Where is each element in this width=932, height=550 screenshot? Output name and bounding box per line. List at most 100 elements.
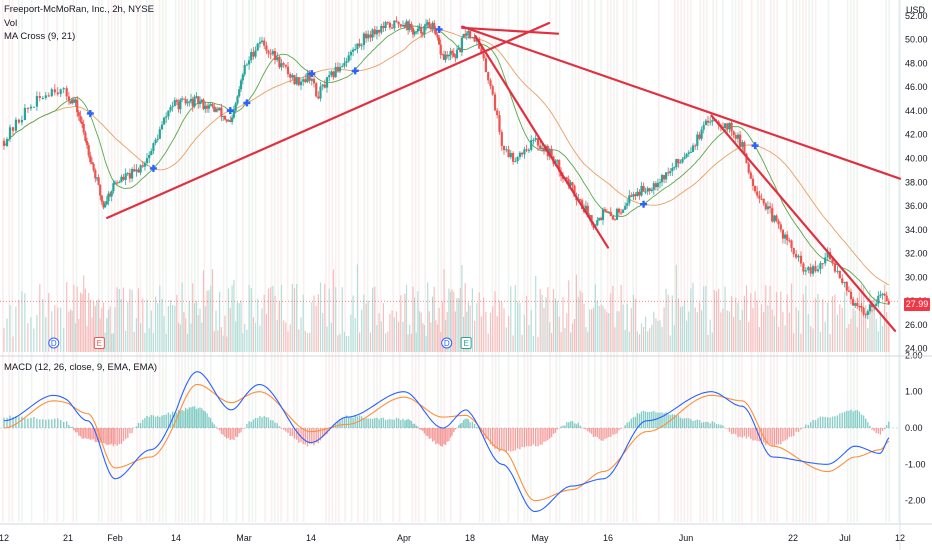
candle-body (461, 38, 463, 52)
candle-body (886, 296, 888, 302)
histogram-bar (412, 424, 413, 428)
volume-bar (151, 311, 152, 353)
candle-body (634, 194, 636, 196)
histogram-bar (737, 428, 738, 437)
volume-bar (30, 317, 31, 352)
volume-bar (24, 293, 25, 352)
volume-bar (535, 276, 536, 352)
histogram-bar (604, 428, 605, 439)
histogram-bar (385, 420, 386, 428)
histogram-bar (212, 422, 213, 428)
session-stripe (687, 0, 689, 522)
candle-body (270, 53, 272, 54)
candle-body (530, 140, 532, 150)
candle-body (614, 219, 616, 220)
candle-body (786, 235, 788, 241)
volume-bar (333, 270, 334, 352)
volume-bar (612, 286, 613, 352)
session-stripe (594, 0, 596, 522)
volume-bar (21, 291, 22, 352)
candle-body (89, 155, 91, 162)
histogram-bar (551, 428, 552, 437)
volume-bar (335, 287, 336, 352)
price-tick-label: 36.00 (905, 201, 928, 211)
histogram-bar (129, 428, 130, 433)
candle-body (810, 267, 812, 274)
ma-cross-icon (227, 107, 234, 114)
histogram-bar (448, 428, 449, 441)
session-stripe (898, 0, 900, 522)
candle-body (293, 75, 295, 84)
volume-bar (888, 322, 889, 352)
volume-bar (716, 291, 717, 352)
histogram-bar (714, 422, 715, 428)
histogram-bar (274, 423, 275, 428)
candle-body (220, 108, 222, 117)
volume-bar (748, 322, 749, 352)
histogram-bar (699, 420, 700, 428)
volume-bar (787, 294, 788, 352)
histogram-bar (51, 419, 52, 428)
candle-body (756, 191, 758, 195)
histogram-bar (735, 428, 736, 434)
candle-body (144, 163, 146, 167)
histogram-bar (144, 418, 145, 428)
histogram-bar (774, 428, 775, 446)
volume-bar (300, 317, 301, 352)
volume-bar (664, 307, 665, 352)
volume-bar (283, 320, 284, 352)
candle-body (302, 79, 304, 81)
histogram-bar (800, 428, 801, 430)
candle-body (94, 170, 96, 178)
histogram-bar (430, 428, 431, 438)
candle-body (466, 33, 468, 35)
histogram-bar (695, 420, 696, 428)
volume-bar (424, 325, 425, 352)
volume-bar (793, 333, 794, 352)
candle-body (250, 52, 252, 60)
volume-bar (522, 335, 523, 352)
candle-body (208, 105, 210, 108)
candle-body (760, 199, 762, 200)
candle-body (867, 311, 869, 315)
session-stripe (690, 0, 692, 522)
volume-bar (583, 304, 584, 352)
volume-bar (655, 318, 656, 352)
candle-body (257, 44, 259, 51)
candle-body (483, 54, 485, 59)
candle-body (272, 51, 274, 54)
candle-body (21, 120, 23, 123)
volume-bar (637, 332, 638, 353)
volume-bar (212, 269, 213, 352)
candle-body (361, 45, 363, 46)
histogram-bar (718, 424, 719, 428)
candle-body (423, 26, 425, 35)
session-stripe (680, 0, 682, 522)
volume-bar (411, 334, 412, 352)
session-stripe (757, 0, 759, 522)
candle-body (528, 150, 530, 151)
volume-bar (490, 313, 491, 352)
histogram-bar (281, 428, 282, 429)
session-stripe (380, 0, 382, 522)
session-stripe (792, 0, 794, 522)
histogram-bar (524, 428, 525, 447)
histogram-bar (72, 427, 73, 428)
volume-bar (729, 311, 730, 352)
session-stripe (264, 0, 266, 522)
session-stripe (351, 0, 353, 522)
volume-bar (692, 283, 693, 352)
candle-body (359, 44, 361, 46)
candle-body (68, 96, 70, 100)
volume-bar (224, 316, 225, 352)
candle-body (240, 81, 242, 90)
volume-bar (414, 298, 415, 352)
candle-body (763, 199, 765, 204)
volume-bar (774, 316, 775, 352)
session-stripe (415, 0, 417, 522)
volume-bar (564, 328, 565, 352)
candle-body (596, 220, 598, 225)
price-tick-label: 46.00 (905, 82, 928, 92)
session-stripe (373, 0, 375, 522)
